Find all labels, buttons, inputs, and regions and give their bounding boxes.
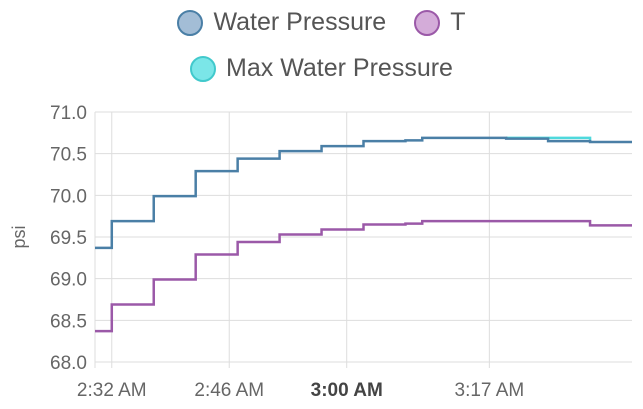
- series-line-water-pressure: [95, 136, 632, 250]
- legend-label-t: T: [450, 8, 466, 36]
- x-tick-label: 2:46 AM: [194, 380, 264, 401]
- y-axis-label: psi: [9, 225, 29, 248]
- y-tick-label: 70.5: [50, 145, 87, 166]
- y-tick-label: 69.0: [50, 270, 87, 291]
- legend-label-water-pressure: Water Pressure: [213, 8, 387, 36]
- legend-label-max-water-pressure: Max Water Pressure: [226, 54, 453, 82]
- legend-swatch-t: [414, 9, 441, 36]
- y-tick-label: 68.0: [50, 353, 87, 374]
- legend-item-water-pressure[interactable]: Water Pressure: [177, 8, 386, 37]
- x-tick-label: 3:00 AM: [311, 380, 383, 401]
- legend-swatch-max-water-pressure: [190, 55, 217, 82]
- y-tick-label: 71.0: [50, 103, 87, 124]
- legend-swatch-water-pressure: [177, 9, 204, 36]
- legend-item-max-water-pressure[interactable]: Max Water Pressure: [190, 54, 453, 83]
- x-tick-label: 2:32 AM: [77, 380, 147, 401]
- legend-item-t[interactable]: T: [414, 8, 466, 37]
- y-tick-label: 70.0: [50, 186, 87, 207]
- y-tick-label: 68.5: [50, 311, 87, 332]
- x-tick-label: 3:17 AM: [455, 380, 525, 401]
- y-tick-label: 69.5: [50, 228, 87, 249]
- series-line-t: [95, 219, 632, 333]
- legend-row-2: Max Water Pressure: [0, 54, 643, 83]
- legend-row-1: Water Pressure T: [0, 8, 643, 37]
